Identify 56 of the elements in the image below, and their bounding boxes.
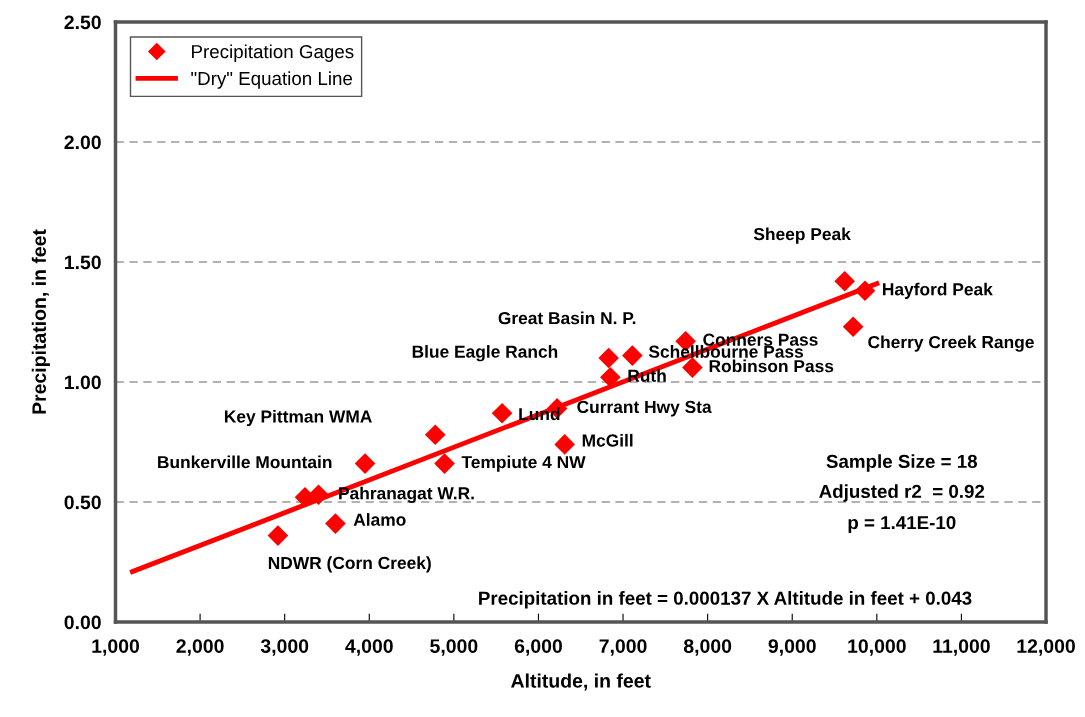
- point: [598, 347, 619, 369]
- y-tick-label: 2.00: [64, 135, 101, 150]
- annotation: Pahranagat W.R.: [339, 486, 474, 503]
- y-tick-label: 1.00: [64, 375, 101, 390]
- point: [854, 280, 876, 302]
- point: [434, 453, 455, 474]
- x-tick-label: 1,000: [92, 639, 140, 656]
- point: [308, 484, 329, 506]
- annotation: Robinson Pass: [709, 359, 834, 373]
- x-tick-label: 5,000: [430, 639, 478, 656]
- x-tick-label: 6,000: [514, 639, 562, 656]
- annotation: Hayford Peak: [883, 282, 993, 299]
- y-tick-label: 0.00: [64, 615, 101, 630]
- annotation: Great Basin N. P.: [498, 311, 636, 325]
- point: [600, 366, 621, 388]
- annotation: p = 1.41E-10: [848, 515, 956, 533]
- legend-label: Precipitation Gages: [192, 44, 354, 62]
- x-tick-label: 9,000: [768, 639, 816, 656]
- annotation: Blue Eagle Ranch: [412, 345, 558, 362]
- x-tick-label: 3,000: [260, 639, 309, 656]
- annotation: Cherry Creek Range: [868, 335, 1034, 352]
- x-tick-label: 12,000: [1017, 639, 1075, 656]
- point: [354, 453, 376, 474]
- point: [622, 345, 643, 366]
- annotation: Sample Size = 18: [826, 454, 978, 472]
- x-tick-label: 10,000: [848, 639, 906, 656]
- point: [294, 486, 316, 508]
- annotation: Tempiute 4 NW: [461, 455, 586, 472]
- point: [834, 270, 855, 292]
- annotation: Sheep Peak: [753, 227, 851, 244]
- annotation: NDWR (Corn Creek): [268, 556, 431, 573]
- point: [491, 402, 513, 424]
- x-axis-title: Altitude, in feet: [511, 673, 651, 691]
- annotation: Alamo: [353, 513, 406, 526]
- point: [424, 424, 446, 446]
- point: [325, 513, 346, 534]
- y-tick-label: 1.50: [64, 255, 101, 270]
- x-tick-label: 4,000: [345, 639, 393, 656]
- point: [554, 434, 575, 455]
- annotation: McGill: [582, 433, 633, 447]
- y-tick-label: 2.50: [64, 15, 101, 30]
- y-axis-title: Precipitation, in feet: [31, 229, 50, 414]
- x-tick-label: 11,000: [933, 639, 990, 656]
- point: [842, 316, 864, 338]
- x-tick-label: 8,000: [683, 639, 732, 656]
- y-tick-label: 0.50: [64, 495, 101, 510]
- point: [267, 525, 289, 546]
- x-tick-label: 2,000: [176, 639, 224, 656]
- annotation: Adjusted r2 = 0.92: [819, 484, 985, 502]
- annotation: Precipitation in feet = 0.000137 X Altitude in feet + 0.043: [479, 591, 972, 609]
- legend-label: "Dry" Equation Line: [191, 71, 353, 89]
- annotation: Bunkerville Mountain: [158, 455, 332, 469]
- annotation: Currant Hwy Sta: [577, 400, 712, 417]
- x-tick-label: 7,000: [599, 639, 647, 656]
- point: [682, 357, 703, 378]
- annotation: Key Pittman WMA: [224, 409, 372, 427]
